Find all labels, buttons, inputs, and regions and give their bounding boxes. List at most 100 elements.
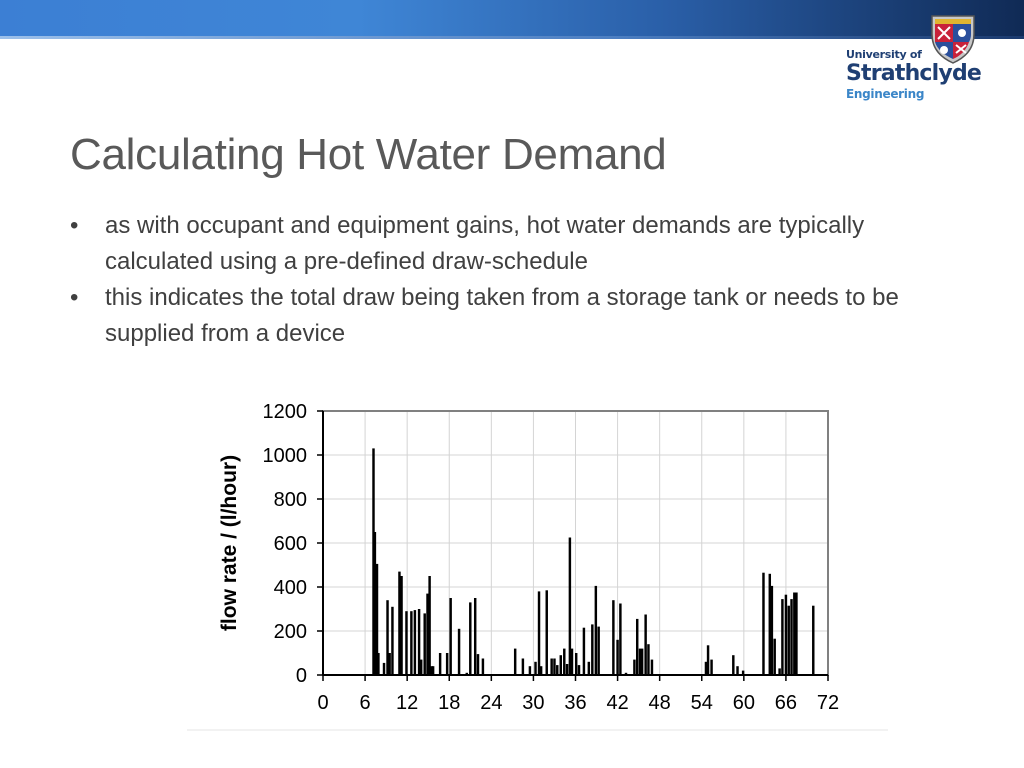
chart-bar	[770, 585, 774, 675]
chart-bar	[388, 653, 391, 675]
logo-line-strathclyde: Strathclyde	[846, 61, 982, 86]
chart-bar	[431, 666, 435, 675]
chart-bar	[781, 599, 784, 675]
x-tick-label: 36	[564, 692, 586, 714]
chart-bar	[594, 585, 598, 675]
x-tick-label: 54	[691, 692, 713, 714]
chart-bar	[430, 666, 433, 675]
flow-rate-chart: 0 6 12 18 24 30 36 42 48 54 60 66 72 0 200 400 600 800 100…	[185, 385, 890, 735]
chart-bar	[449, 598, 452, 675]
chart-bar	[570, 648, 574, 675]
chart-bar	[438, 653, 442, 675]
y-tick-label: 400	[274, 577, 307, 599]
chart-bar	[787, 605, 790, 675]
chart-bar	[398, 571, 401, 675]
chart-bar	[465, 672, 469, 675]
chart-bar	[619, 603, 622, 675]
x-tick-label: 6	[360, 692, 371, 714]
chart-bar	[582, 627, 586, 675]
chart-bar	[539, 666, 543, 675]
chart-bar	[372, 448, 375, 675]
chart-bar	[587, 661, 591, 675]
chart-bar	[528, 666, 532, 675]
x-tick-label: 66	[775, 692, 797, 714]
bullet-text: this indicates the total draw being take…	[105, 284, 899, 347]
bullet-dot: •	[70, 212, 79, 239]
chart-bar	[644, 614, 647, 675]
chart-bar	[419, 659, 423, 675]
logo-line-engineering: Engineering	[846, 87, 925, 101]
bullet-dot: •	[70, 284, 79, 311]
x-tick-label: 60	[733, 692, 755, 714]
chart-bar	[650, 659, 654, 675]
x-tick-label: 72	[817, 692, 839, 714]
chart-bar	[559, 655, 562, 675]
chart-bar	[469, 602, 472, 675]
x-tick-label: 0	[317, 692, 328, 714]
chart-bar	[534, 661, 537, 675]
chart-bar	[793, 592, 796, 675]
chart-bar	[513, 648, 517, 675]
chart-bar	[633, 659, 636, 675]
y-tick-label: 1000	[263, 445, 308, 467]
x-tick-label: 24	[480, 692, 502, 714]
chart-bar	[375, 563, 379, 675]
chart-bar	[597, 626, 600, 675]
chart-bar	[612, 600, 615, 675]
chart-bar	[762, 572, 765, 675]
chart-bar	[790, 599, 793, 675]
chart-bar	[784, 594, 788, 675]
x-tick-label: 42	[606, 692, 628, 714]
chart-bar	[577, 665, 581, 675]
chart-bar	[553, 658, 556, 675]
chart-bar	[481, 658, 485, 675]
header-banner	[0, 0, 1024, 36]
chart-bar	[736, 666, 739, 675]
chart-bar	[410, 611, 413, 675]
chart-bar	[457, 628, 461, 675]
y-tick-label: 200	[274, 621, 307, 643]
chart-bar	[647, 644, 650, 675]
chart-bar	[704, 661, 708, 675]
university-crest-icon	[931, 15, 975, 64]
chart-bar	[405, 611, 408, 675]
chart-svg: 0 6 12 18 24 30 36 42 48 54 60 66 72 0 200 400 600 800 100…	[187, 401, 888, 731]
bullet-item: • as with occupant and equipment gains, …	[70, 208, 950, 280]
university-logo: University of Strathclyde Engineering	[846, 48, 996, 102]
chart-bar	[778, 668, 781, 675]
bullet-list: • as with occupant and equipment gains, …	[70, 208, 950, 352]
chart-bar	[377, 653, 380, 675]
chart-bar	[386, 600, 389, 675]
chart-bar	[373, 532, 377, 675]
chart-bar	[768, 573, 772, 675]
chart-bar	[591, 624, 594, 675]
bullet-text: as with occupant and equipment gains, ho…	[105, 212, 865, 275]
chart-bar	[521, 658, 525, 675]
chart-bar	[550, 658, 553, 675]
y-tick-label: 800	[274, 489, 307, 511]
chart-bar	[400, 576, 403, 675]
chart-bar	[741, 670, 745, 675]
chart-bar	[640, 648, 644, 675]
chart-bar	[616, 639, 619, 675]
chart-bar	[417, 609, 421, 675]
x-tick-label: 12	[396, 692, 418, 714]
chart-bar	[545, 590, 548, 675]
chart-bar	[413, 610, 417, 675]
x-tick-label: 18	[438, 692, 460, 714]
chart-bar	[706, 645, 710, 675]
bullet-item: • this indicates the total draw being ta…	[70, 280, 950, 352]
x-tick-label: 30	[522, 692, 544, 714]
chart-bar	[635, 618, 639, 675]
chart-bar	[473, 598, 477, 675]
logo-line-university-of: University of	[846, 48, 922, 61]
chart-bar	[563, 648, 566, 675]
chart-bar	[574, 653, 578, 675]
x-tick-label: 48	[649, 692, 671, 714]
chart-bar	[445, 653, 449, 675]
chart-bar	[382, 662, 386, 675]
y-tick-label: 600	[274, 533, 307, 555]
chart-bar	[710, 659, 713, 675]
y-tick-label: 1200	[263, 401, 308, 423]
chart-bar	[812, 605, 815, 675]
